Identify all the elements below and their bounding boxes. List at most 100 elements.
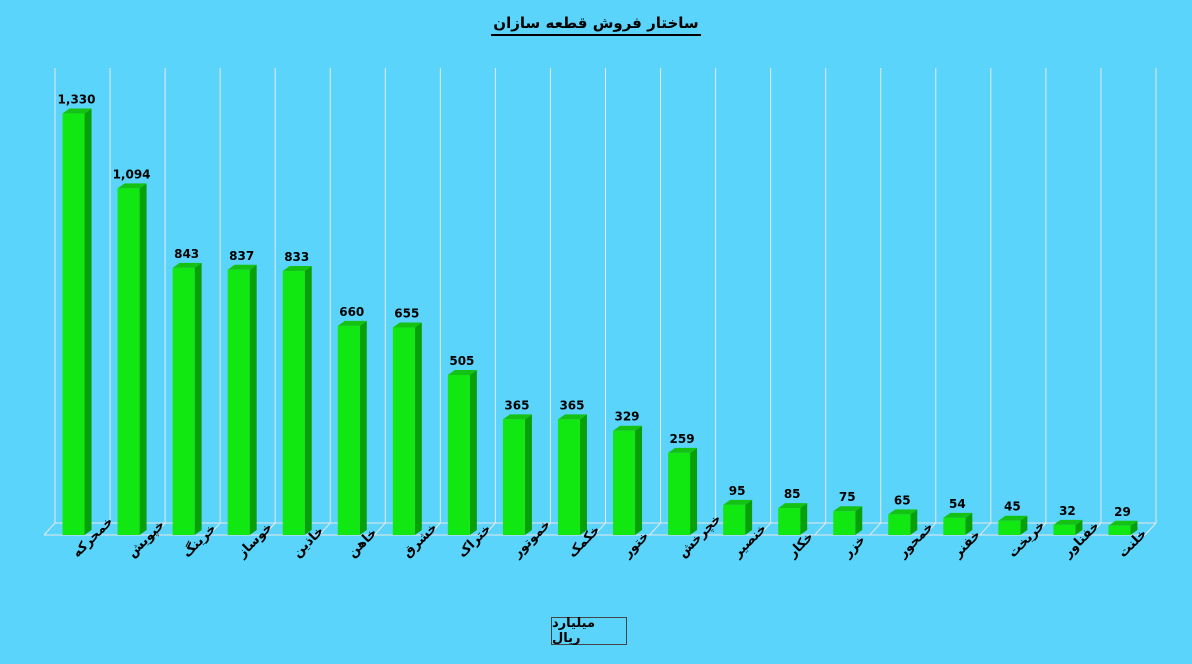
x-tick-label: خزر [840,533,869,562]
bar-side [579,414,587,535]
bar [337,325,360,535]
bar-top [337,320,367,326]
bar-side [690,447,698,535]
bar [392,327,415,535]
floor-gridline [704,522,716,536]
bar [282,271,305,535]
floor-gridline [1089,522,1102,536]
bar-top [62,108,92,114]
bar [723,504,746,535]
bar-top [998,515,1028,521]
bar-top [943,512,973,518]
bar [888,514,911,535]
bar-top [502,414,532,420]
bar [172,267,195,535]
bar-top [227,264,257,270]
data-label: 329 [614,410,639,424]
bar-top [557,414,587,420]
data-label: 29 [1114,505,1131,519]
bar-top [723,499,753,505]
bar [778,508,801,535]
data-label: 65 [894,493,911,507]
bar-top [282,266,312,272]
bar-top [888,509,918,515]
floor-gridline [318,522,331,536]
bar [998,520,1021,535]
bar-top [1053,519,1083,525]
bar-side [84,108,92,536]
bar-side [910,509,918,535]
bar [502,419,525,535]
data-label: 259 [670,432,695,446]
bar [613,430,636,535]
floor-gridline [869,522,882,536]
bar [557,419,580,535]
data-label: 833 [284,250,309,264]
bar-side [359,320,367,535]
bar-top [833,506,863,512]
chart-title-text: ساختار فروش قطعه سازان [491,14,701,36]
floor-gridline [814,522,827,536]
x-axis-label: میلیارد ریال [551,616,627,646]
data-label: 1,330 [58,93,96,107]
bar [447,374,470,535]
bar [227,269,250,535]
data-label: 655 [394,306,419,320]
data-label: 660 [339,305,364,319]
bar-side [304,266,312,535]
floor-gridline [649,522,661,536]
bar-side [800,503,808,535]
data-label: 85 [784,487,801,501]
data-label: 75 [839,490,856,504]
floor-gridline [373,522,386,536]
bar-side [139,183,147,535]
bar-side [855,506,863,535]
data-label: 505 [449,354,474,368]
data-label: 837 [229,249,254,263]
floor-gridline [924,522,937,536]
bar-top [172,262,202,268]
bar-side [414,322,422,535]
data-label: 365 [559,398,584,412]
bar-top [613,425,643,431]
floor-gridline [979,522,992,536]
floor-gridline [594,522,606,536]
floor-gridline [43,522,56,536]
floor-gridline [98,522,111,536]
bar-top [117,183,147,189]
data-label: 365 [504,398,529,412]
data-label: 32 [1059,504,1076,518]
bar-top [1108,520,1138,526]
bar [943,517,966,535]
floor-gridline [428,522,441,536]
data-label: 1,094 [113,167,151,181]
bar [833,511,856,535]
bar [117,188,140,535]
chart-title: ساختار فروش قطعه سازان [0,14,1192,36]
bar-side [1075,519,1083,535]
data-label: 54 [949,497,966,511]
floor-gridline [484,522,496,536]
floor-gridline [153,522,166,536]
bar-side [194,262,202,535]
bar-side [249,264,257,535]
data-label: 843 [174,247,199,261]
bar-side [524,414,532,535]
bar [1053,524,1076,535]
floor-gridline [1144,522,1157,536]
bar-side [745,499,753,535]
bar [62,113,85,536]
data-label: 45 [1004,500,1021,514]
bar-top [668,447,698,453]
bar-side [469,369,477,535]
floor-gridline [208,522,221,536]
bar-side [1130,520,1138,535]
bar [1108,525,1131,535]
bar-side [1020,515,1028,535]
floor-gridline [263,522,276,536]
floor-gridline [1034,522,1047,536]
bar-top [447,369,477,375]
bar-side [635,425,643,535]
